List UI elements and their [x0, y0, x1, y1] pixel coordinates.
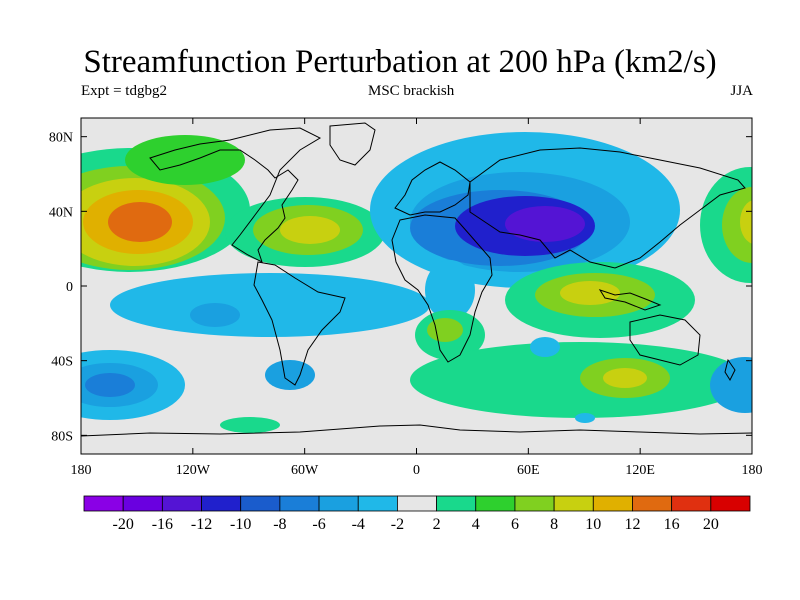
y-tick-label: 40N	[49, 205, 73, 220]
colorbar-level-label: 10	[585, 516, 601, 533]
colorbar-swatch	[122, 495, 163, 512]
colorbar-level-label: 20	[703, 516, 719, 533]
x-tick-label: 0	[413, 463, 420, 478]
colorbar-level-label: -6	[312, 516, 325, 533]
colorbar-swatch	[397, 495, 437, 512]
colorbar-level-label: 12	[624, 516, 640, 533]
coastlines	[81, 122, 752, 437]
colorbar-swatch	[671, 495, 712, 512]
x-tick-label: 180	[71, 463, 92, 478]
x-tick-label: 120E	[625, 463, 655, 478]
colorbar-swatch	[475, 495, 516, 512]
colorbar-level-label: -4	[352, 516, 365, 533]
experiment-label: Expt = tdgbg2	[81, 83, 167, 99]
x-tick-label: 180	[742, 463, 763, 478]
colorbar-swatch	[553, 495, 594, 512]
colorbar: -20 -16 -12 -10 -8 -6 -4 -2 2 4 6 8 10 12 16 20	[83, 495, 751, 533]
y-tick-label: 40S	[51, 355, 73, 370]
colorbar-level-label: -10	[230, 516, 251, 533]
colorbar-swatch	[318, 495, 359, 512]
season-label: JJA	[730, 83, 753, 99]
colorbar-swatch	[710, 495, 751, 512]
colorbar-level-label: -8	[273, 516, 286, 533]
colorbar-level-label: -16	[152, 516, 173, 533]
colorbar-level-label: -20	[113, 516, 134, 533]
colorbar-swatch	[83, 495, 124, 512]
colorbar-level-label: 8	[550, 516, 558, 533]
case-label: MSC brackish	[368, 83, 455, 99]
colorbar-swatch	[357, 495, 398, 512]
x-tick-label: 120W	[176, 463, 211, 478]
colorbar-swatch	[201, 495, 242, 512]
colorbar-swatch	[514, 495, 555, 512]
colorbar-level-label: 16	[664, 516, 680, 533]
y-tick-label: 80S	[51, 429, 73, 444]
colorbar-swatch	[592, 495, 633, 512]
colorbar-level-label: 4	[472, 516, 480, 533]
x-tick-label: 60E	[517, 463, 540, 478]
colorbar-swatch	[161, 495, 202, 512]
y-tick-label: 80N	[49, 131, 73, 146]
map-axes: 180 120W 60W 0 60E 120E 180 80N 40N 0 40S 80S	[49, 118, 763, 478]
colorbar-swatch	[279, 495, 320, 512]
plot-title: Streamfunction Perturbation at 200 hPa (…	[83, 44, 717, 80]
x-tick-label: 60W	[291, 463, 319, 478]
colorbar-level-label: 6	[511, 516, 519, 533]
colorbar-swatch	[632, 495, 673, 512]
colorbar-swatch	[240, 495, 281, 512]
colorbar-level-label: -12	[191, 516, 212, 533]
colorbar-level-label: 2	[433, 516, 441, 533]
colorbar-level-label: -2	[391, 516, 404, 533]
colorbar-swatch	[436, 495, 477, 512]
streamfunction-field	[81, 132, 752, 433]
y-tick-label: 0	[66, 280, 73, 295]
